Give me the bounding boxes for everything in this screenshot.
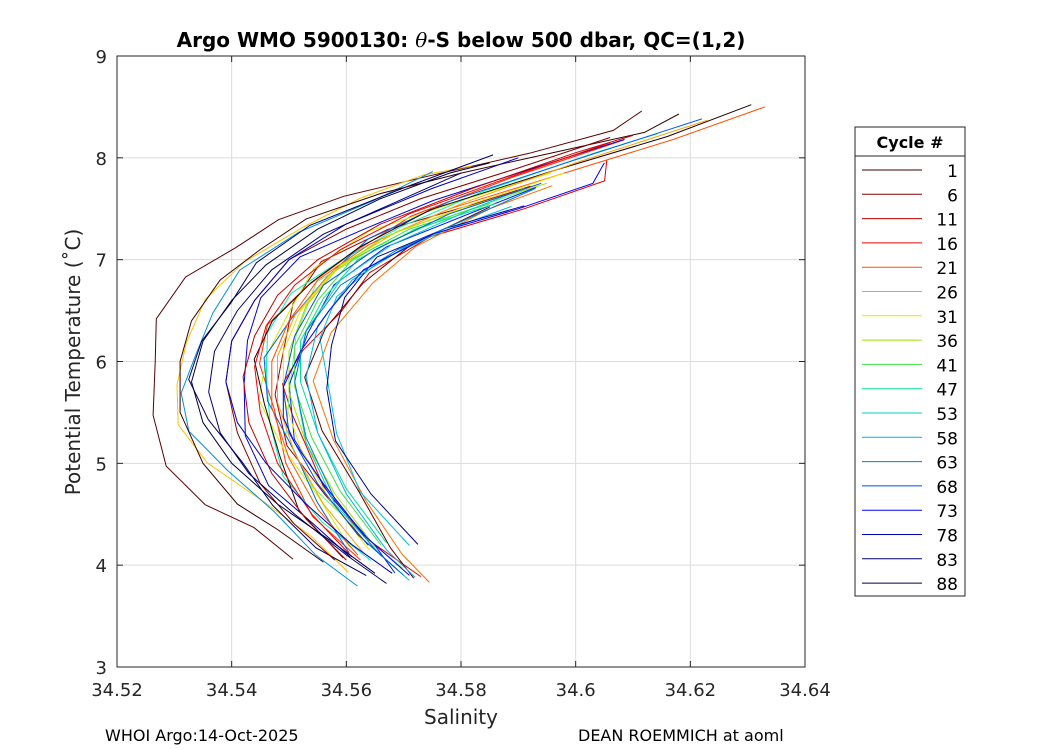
profile-line-extra (319, 205, 512, 546)
y-tick-label: 8 (96, 149, 107, 170)
legend: Cycle # 16111621263136414753586368737883… (854, 126, 966, 597)
legend-label-1: 1 (947, 162, 958, 182)
x-tick-label: 34.54 (206, 680, 258, 701)
profile-line-cycle-11 (242, 134, 634, 561)
legend-label-26: 26 (936, 284, 958, 304)
x-tick-label: 34.58 (435, 680, 487, 701)
x-tick-label: 34.62 (665, 680, 717, 701)
profile-line-extra (304, 206, 491, 579)
y-tick-label: 6 (96, 353, 107, 374)
legend-label-31: 31 (936, 308, 958, 328)
chart-title: Argo WMO 5900130: θ-S below 500 dbar, QC… (177, 28, 746, 52)
profile-line-extra (180, 171, 434, 587)
footer-left: WHOI Argo:14-Oct-2025 (105, 726, 299, 745)
legend-label-58: 58 (936, 429, 958, 449)
footer-right: DEAN ROEMMICH at aoml (578, 726, 784, 745)
profile-line-extra (176, 165, 472, 573)
profile-line-cycle-21 (271, 106, 766, 556)
profile-line-extra (258, 172, 551, 548)
profile-line-extra (258, 139, 624, 561)
legend-label-11: 11 (936, 211, 958, 231)
profile-line-cycle-73 (282, 162, 605, 576)
y-axis-label: Potential Temperature (˚C) (61, 229, 85, 496)
profile-line-cycle-88 (190, 162, 490, 574)
profile-line-cycle-83 (208, 172, 462, 584)
axis-ticks: 34.52 34.54 34.56 34.58 34.6 34.62 34.64 3 4 5 6 7 8… (91, 47, 831, 701)
grid (117, 56, 805, 667)
profile-line-extra (326, 205, 525, 545)
legend-label-83: 83 (936, 551, 958, 571)
profile-line-cycle-16 (254, 142, 611, 558)
x-tick-label: 34.52 (91, 680, 143, 701)
profile-line-extra (188, 154, 494, 577)
profile-lines (152, 104, 766, 587)
profile-line-extra (243, 138, 625, 558)
profile-line-cycle-26 (277, 119, 708, 554)
chart-title-prefix: Argo WMO 5900130: (177, 28, 416, 52)
y-tick-label: 9 (96, 47, 107, 68)
profile-line-extra (285, 185, 540, 569)
legend-label-63: 63 (936, 454, 958, 474)
chart-title-theta: θ (415, 28, 427, 52)
y-tick-label: 4 (96, 556, 107, 577)
x-tick-label: 34.64 (779, 680, 831, 701)
chart-title-suffix: -S below 500 dbar, QC=(1,2) (427, 28, 745, 52)
x-tick-label: 34.6 (556, 680, 596, 701)
legend-label-78: 78 (936, 527, 958, 547)
y-tick-label: 7 (96, 251, 107, 272)
profile-line-cycle-41 (294, 203, 490, 546)
legend-label-21: 21 (936, 259, 958, 279)
x-axis-label: Salinity (424, 705, 498, 729)
legend-label-47: 47 (936, 381, 958, 401)
profile-line-extra (253, 104, 752, 559)
x-tick-label: 34.56 (321, 680, 373, 701)
legend-label-36: 36 (936, 332, 958, 352)
profile-line-extra (263, 118, 703, 554)
legend-label-88: 88 (936, 575, 958, 595)
profile-line-cycle-68 (282, 182, 542, 571)
legend-title: Cycle # (877, 133, 944, 152)
legend-label-53: 53 (936, 405, 958, 425)
legend-label-41: 41 (936, 356, 958, 376)
y-tick-label: 5 (96, 454, 107, 475)
y-tick-label: 3 (96, 658, 107, 679)
legend-label-73: 73 (936, 502, 958, 522)
profile-line-extra (281, 159, 608, 578)
legend-label-16: 16 (936, 235, 958, 255)
legend-label-68: 68 (936, 478, 958, 498)
legend-label-6: 6 (947, 186, 958, 206)
profile-line-cycle-1 (179, 113, 680, 563)
profile-line-extra (152, 110, 643, 560)
legend-box (854, 126, 966, 597)
